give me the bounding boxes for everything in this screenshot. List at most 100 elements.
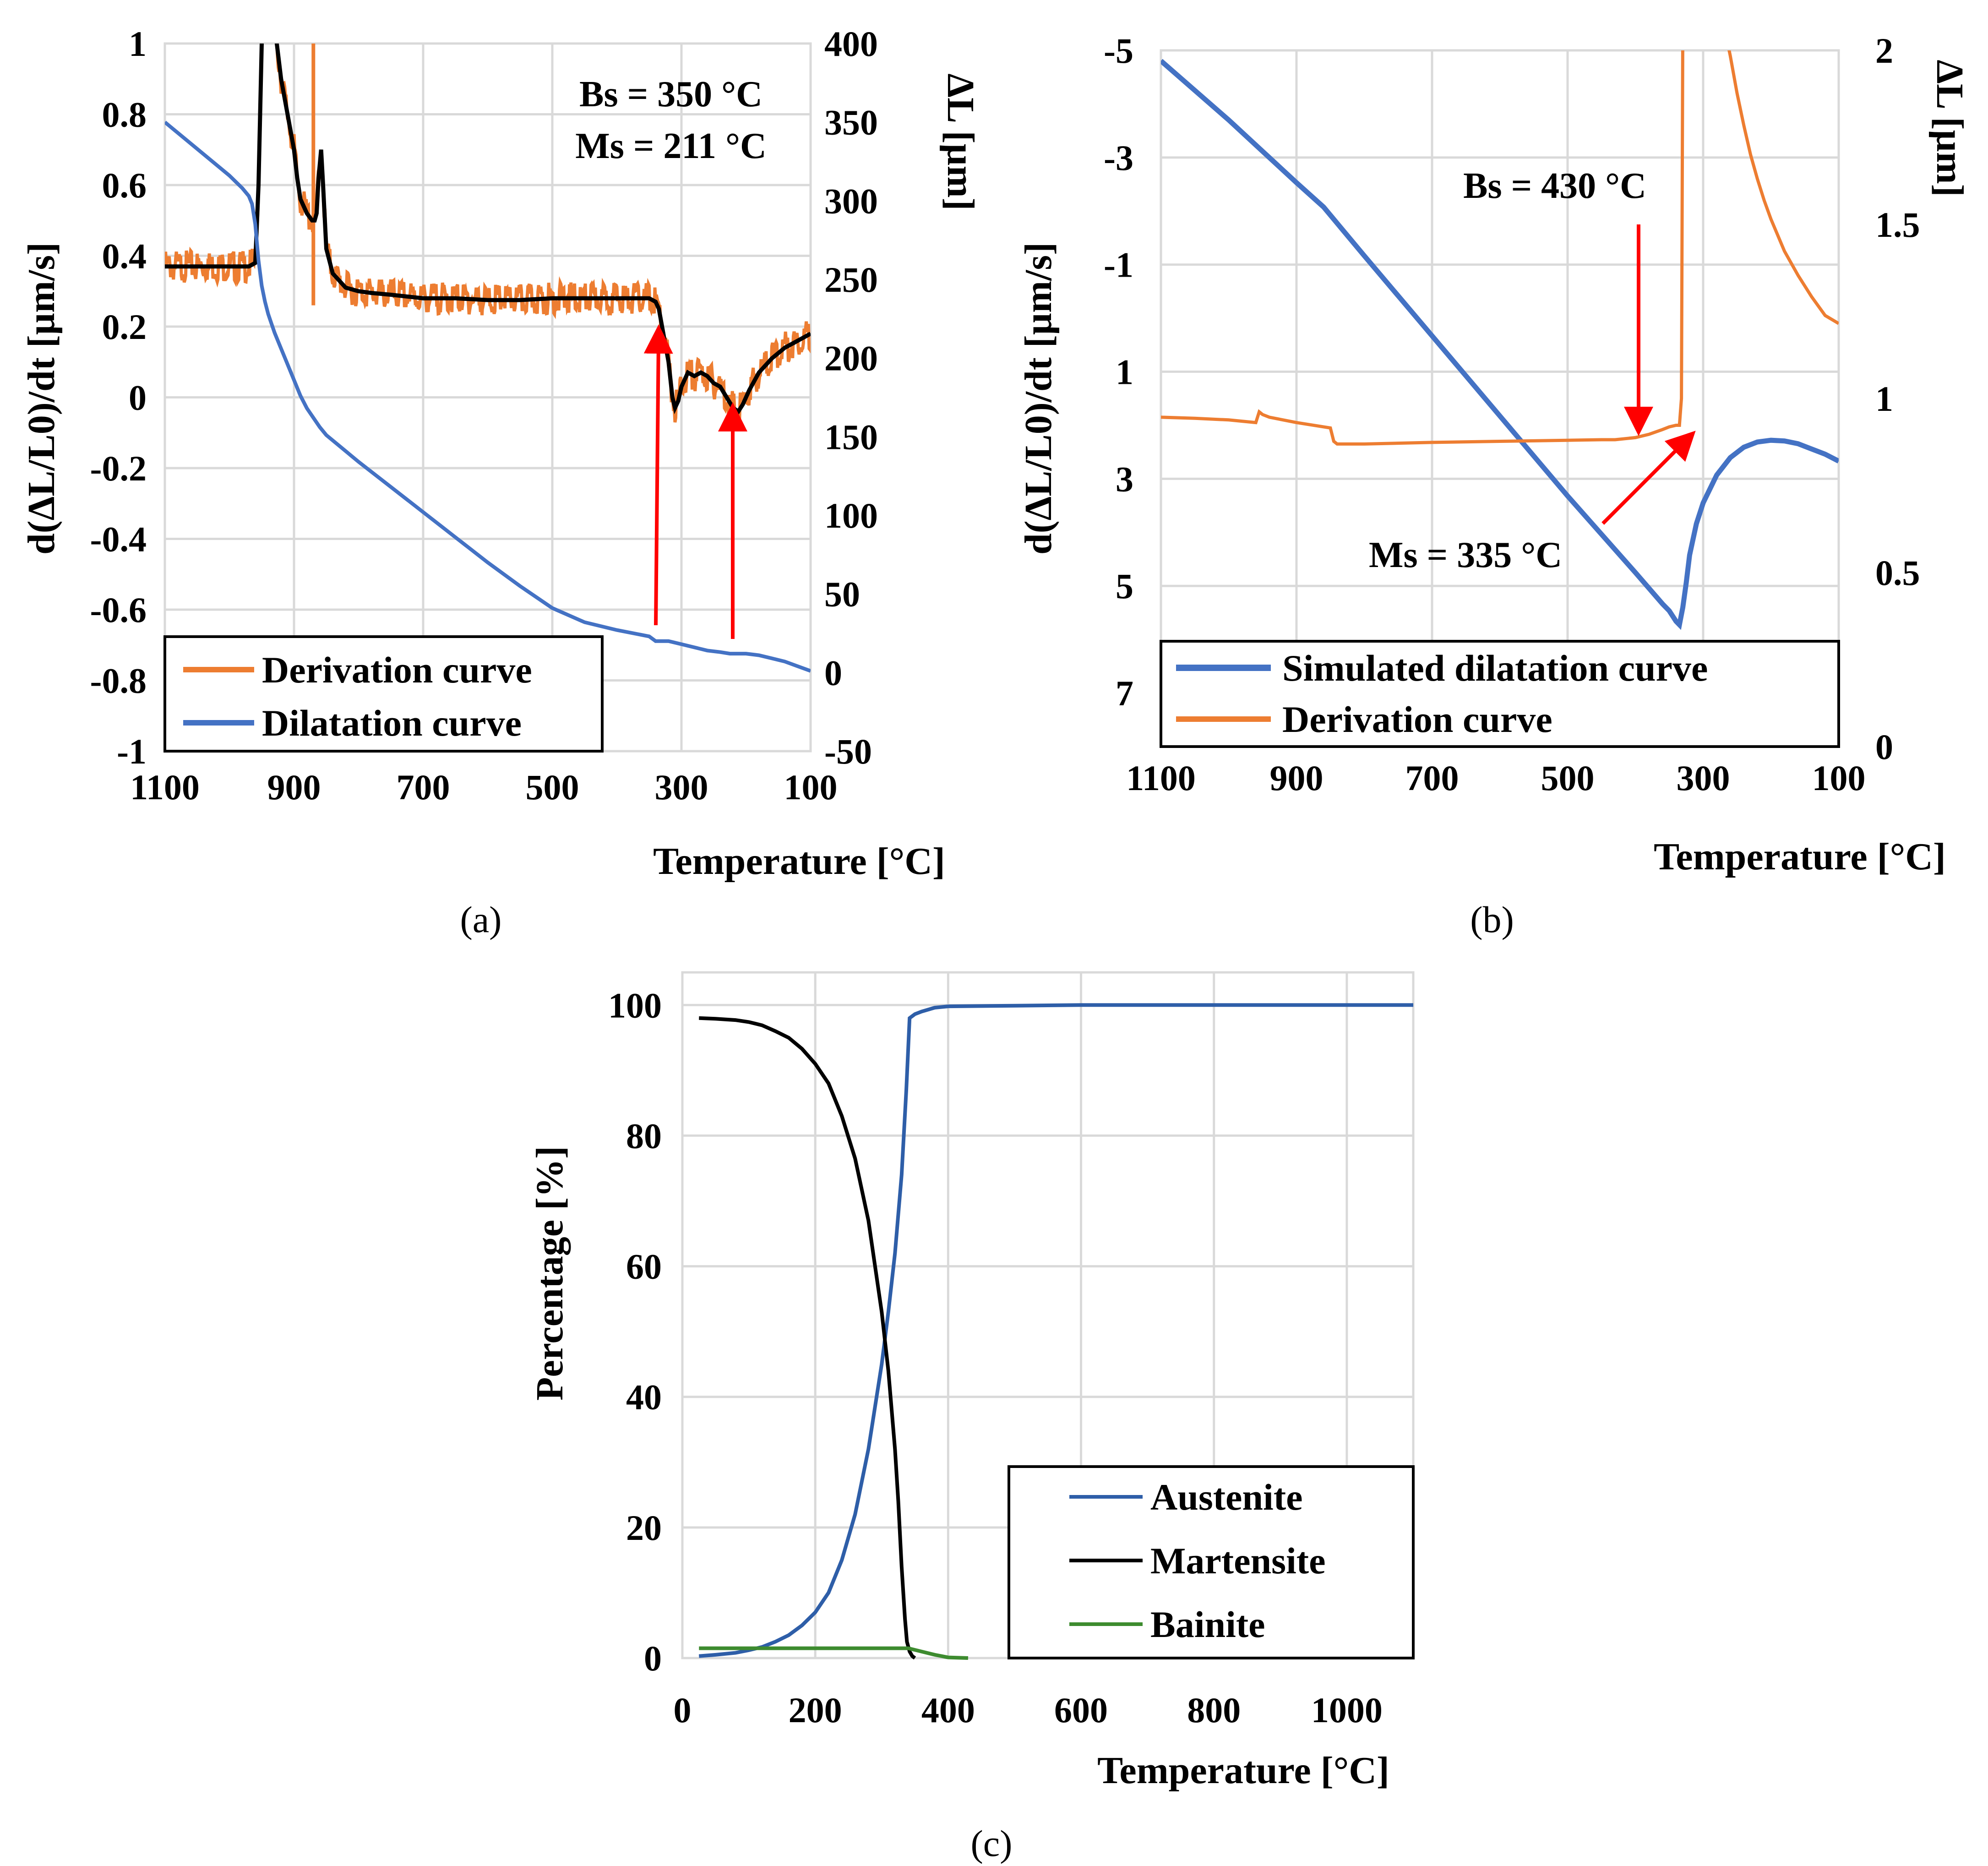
a-arrow-bs [643, 324, 673, 626]
a-y-tick-right: 300 [824, 181, 878, 221]
a-y-tick-right: 50 [824, 574, 860, 614]
a-x-tick: 500 [526, 767, 579, 807]
a-y-axis-title-left: d(ΔL/L0)/dt [µm/s] [20, 242, 63, 555]
c-x-tick: 800 [1187, 1690, 1241, 1730]
a-x-ticks: 1100 900 700 500 300 100 [130, 767, 837, 807]
a-x-tick: 1100 [130, 767, 200, 807]
b-series [1161, 50, 1839, 630]
b-x-ticks: 1100 900 700 500 300 100 [1126, 758, 1865, 798]
b-series-simulated [1161, 59, 1839, 630]
b-y-tick-left: 3 [1116, 459, 1133, 499]
a-y-tick-left: 0 [129, 378, 147, 418]
a-y-ticks-left: -1 -0.8 -0.6 -0.4 -0.2 0 0.2 0.4 0.6 0.8 1 [90, 24, 147, 771]
a-y-axis-title-right: ΔL [µm] [939, 73, 982, 210]
b-y-axis-title-left: d(ΔL/L0)/dt [µm/s] [1017, 242, 1060, 555]
c-legend-label-martensite: Martensite [1150, 1540, 1326, 1582]
b-legend-box [1160, 640, 1840, 748]
a-x-tick: 700 [397, 767, 450, 807]
a-y-tick-left: -0.4 [90, 519, 147, 559]
b-y-ticks-right: 0 0.5 1 1.5 2 [1875, 31, 1920, 767]
b-x-tick: 1100 [1126, 758, 1196, 798]
a-annotation-bs: Bs = 350 °C [579, 74, 763, 115]
a-y-tick-left: -1 [117, 731, 147, 771]
b-arrow-ms [1601, 431, 1696, 525]
b-annotation-bs: Bs = 430 °C [1463, 166, 1646, 206]
a-legend-label-derivation: Derivation curve [262, 649, 532, 691]
c-x-axis-title: Temperature [°C] [1097, 1749, 1389, 1792]
b-y-tick-right: 1 [1875, 379, 1893, 419]
c-x-ticks: 0 200 400 600 800 1000 [674, 1690, 1383, 1730]
c-y-tick: 100 [608, 985, 662, 1025]
a-legend: Derivation curve Dilatation curve [163, 635, 604, 753]
a-series-derivation [165, 44, 811, 426]
b-y-tick-left: -1 [1104, 245, 1133, 285]
b-x-tick: 300 [1677, 758, 1730, 798]
a-series [165, 44, 811, 673]
c-panel-label: (c) [970, 1822, 1012, 1864]
a-y-tick-left: -0.8 [90, 661, 147, 701]
b-y-tick-left: 1 [1116, 352, 1133, 392]
a-y-tick-right: 400 [824, 24, 878, 64]
b-y-tick-right: 0.5 [1875, 553, 1920, 593]
b-x-axis-title: Temperature [°C] [1654, 835, 1946, 878]
c-y-tick: 0 [644, 1638, 662, 1678]
a-y-tick-right: 350 [824, 103, 878, 142]
c-legend-label-austenite: Austenite [1150, 1476, 1303, 1518]
chart-c: 0 20 40 60 80 100 0 200 400 600 800 1000 Percentag… [528, 971, 1415, 1864]
b-x-tick: 100 [1812, 758, 1866, 798]
a-x-tick: 300 [655, 767, 708, 807]
b-annotation-ms: Ms = 335 °C [1369, 535, 1562, 575]
b-series-derivation [1161, 50, 1839, 446]
a-y-tick-right: 200 [824, 338, 878, 378]
a-series-dilatation [165, 120, 811, 673]
b-legend-label-derivation: Derivation curve [1282, 698, 1552, 740]
a-y-ticks-right: -50 0 50 100 150 200 250 300 350 400 [824, 24, 878, 771]
c-y-axis-title: Percentage [%] [528, 1146, 571, 1401]
a-x-axis-title: Temperature [°C] [653, 840, 945, 883]
c-series-martensite [699, 1016, 916, 1660]
c-y-tick: 80 [626, 1116, 662, 1156]
c-y-tick: 40 [626, 1377, 662, 1417]
a-panel-label: (a) [460, 899, 501, 940]
c-series [698, 1003, 1413, 1660]
a-x-tick: 900 [267, 767, 321, 807]
c-y-ticks: 0 20 40 60 80 100 [608, 985, 662, 1678]
c-x-tick: 1000 [1311, 1690, 1383, 1730]
a-y-tick-left: -0.2 [90, 448, 147, 488]
c-x-tick: 600 [1054, 1690, 1108, 1730]
a-annotation-ms: Ms = 211 °C [575, 126, 767, 166]
b-y-tick-right: 0 [1875, 727, 1893, 767]
b-y-axis-title-right: ΔL [µm] [1928, 60, 1971, 196]
a-y-tick-left: -0.6 [90, 590, 147, 630]
c-y-tick: 60 [626, 1247, 662, 1287]
b-y-tick-left: -3 [1104, 138, 1133, 178]
a-y-tick-left: 0.4 [102, 236, 147, 276]
a-y-tick-right: 0 [824, 653, 842, 693]
a-y-tick-right: -50 [824, 731, 872, 771]
a-y-tick-left: 0.8 [102, 95, 147, 135]
c-legend: Austenite Martensite Bainite [1008, 1465, 1415, 1659]
a-y-tick-left: 1 [129, 24, 147, 64]
chart-a: -1 -0.8 -0.6 -0.4 -0.2 0 0.2 0.4 0.6 0.8 1 -50 0 50 1… [20, 24, 982, 940]
b-y-tick-right: 1.5 [1875, 205, 1920, 245]
c-x-tick: 400 [921, 1690, 975, 1730]
c-x-tick: 200 [789, 1690, 842, 1730]
a-legend-label-dilatation: Dilatation curve [262, 702, 522, 744]
c-x-tick: 0 [674, 1690, 692, 1730]
b-x-tick: 700 [1405, 758, 1459, 798]
b-y-tick-left: -5 [1104, 31, 1133, 71]
b-legend-label-simulated: Simulated dilatation curve [1282, 647, 1708, 689]
b-x-tick: 500 [1541, 758, 1595, 798]
c-series-austenite [698, 1003, 1413, 1658]
c-y-tick: 20 [626, 1508, 662, 1548]
a-y-tick-right: 100 [824, 496, 878, 535]
b-panel-label: (b) [1470, 899, 1514, 940]
c-legend-label-bainite: Bainite [1150, 1604, 1265, 1645]
b-y-tick-left: 7 [1116, 673, 1133, 713]
a-x-tick: 100 [784, 767, 838, 807]
a-y-tick-left: 0.6 [102, 165, 147, 205]
a-legend-box [163, 635, 604, 753]
chart-b: -5 -3 -1 1 3 5 7 0 0.5 1 1.5 2 1100 900 700 500 300 100… [1017, 31, 1971, 940]
c-series-bainite [699, 1646, 969, 1660]
